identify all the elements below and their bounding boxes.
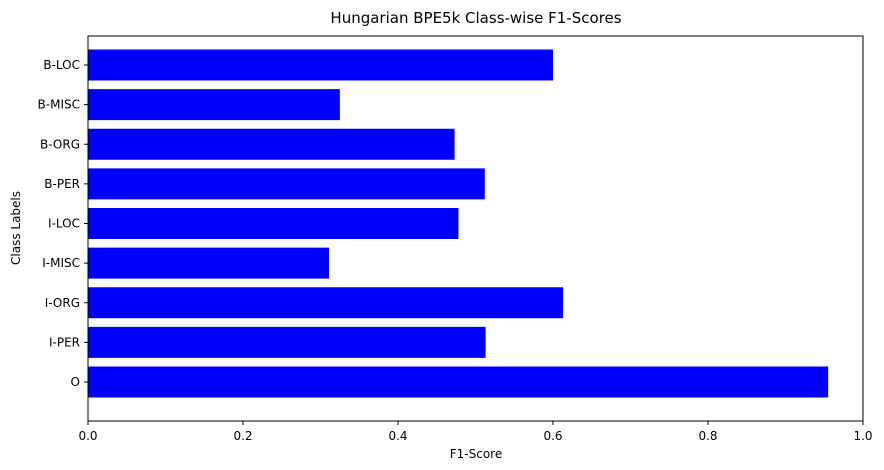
bar-i-misc xyxy=(88,247,330,279)
y-tick-label: O xyxy=(71,375,80,389)
bar-o xyxy=(88,366,829,398)
bar-i-org xyxy=(88,287,564,319)
y-tick-label: B-LOC xyxy=(43,58,80,72)
x-tick-label: 1.0 xyxy=(853,429,872,443)
x-tick-label: 0.0 xyxy=(78,429,97,443)
bar-b-misc xyxy=(88,89,340,121)
bar-b-org xyxy=(88,128,455,160)
x-tick-label: 0.6 xyxy=(543,429,562,443)
bar-b-loc xyxy=(88,49,553,81)
y-tick-label: I-MISC xyxy=(42,256,80,270)
y-tick-label: I-ORG xyxy=(45,296,80,310)
y-tick-label: I-PER xyxy=(49,335,80,349)
x-tick-label: 0.8 xyxy=(698,429,717,443)
y-tick-label: B-ORG xyxy=(40,137,80,151)
x-axis-label: F1-Score xyxy=(450,447,502,461)
plot-frame xyxy=(87,35,864,422)
bar-b-per xyxy=(88,168,485,200)
y-axis-label: Class Labels xyxy=(9,191,23,265)
chart-title: Hungarian BPE5k Class-wise F1-Scores xyxy=(330,9,621,27)
y-tick-label: B-PER xyxy=(44,177,80,191)
y-axis-ticks: B-LOC B-MISC B-ORG B-PER I-LOC I-MISC I-ORG I-P… xyxy=(38,58,88,389)
x-tick-label: 0.4 xyxy=(388,429,407,443)
x-axis-ticks: 0.0 0.2 0.4 0.6 0.8 1.0 xyxy=(78,421,873,443)
x-tick-label: 0.2 xyxy=(233,429,252,443)
bar-i-loc xyxy=(88,208,459,239)
y-tick-label: I-LOC xyxy=(48,217,80,231)
bar-i-per xyxy=(88,326,486,358)
y-tick-label: B-MISC xyxy=(38,98,80,112)
bars-layer xyxy=(88,49,829,398)
